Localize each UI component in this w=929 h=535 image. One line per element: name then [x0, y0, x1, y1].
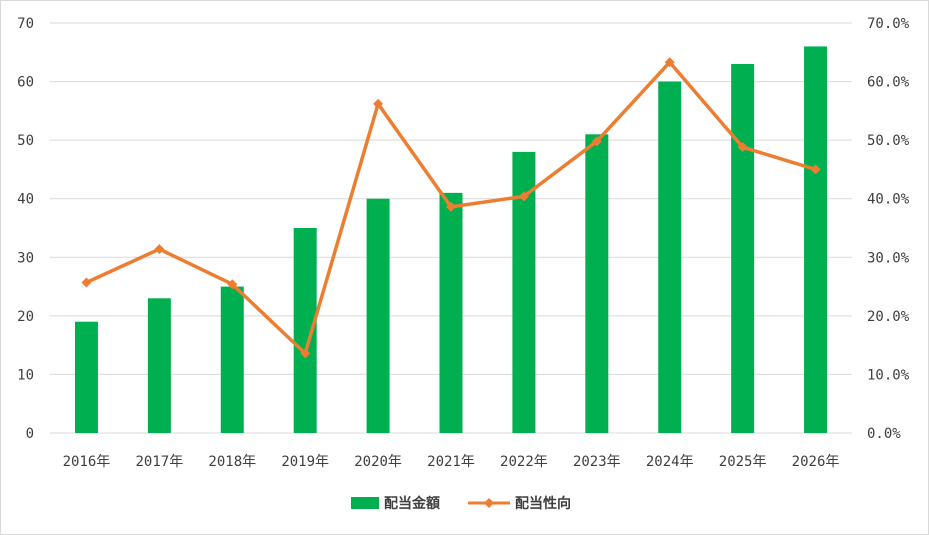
x-tick-label: 2023年 [573, 454, 621, 470]
legend: 配当金額 配当性向 [351, 495, 571, 512]
bar [658, 81, 682, 434]
bar [74, 321, 98, 433]
right-tick-label: 30.0% [867, 250, 910, 266]
right-tick-label: 0.0% [867, 426, 901, 442]
line-point [300, 348, 311, 359]
x-tick-label: 2017年 [136, 454, 184, 470]
right-tick-label: 70.0% [867, 16, 910, 32]
left-tick-label: 10 [17, 367, 34, 383]
legend-line-label: 配当性向 [515, 495, 571, 512]
gridlines [50, 22, 852, 434]
bar [147, 298, 171, 433]
x-tick-label: 2019年 [281, 454, 329, 470]
left-tick-label: 20 [17, 309, 34, 325]
left-tick-label: 50 [17, 133, 34, 149]
left-tick-label: 40 [17, 192, 34, 208]
line-point [810, 164, 821, 175]
left-tick-label: 70 [17, 16, 34, 32]
x-tick-label: 2020年 [354, 454, 402, 470]
line-point [737, 142, 748, 153]
x-axis: 2016年 2017年 2018年 2019年 2020年 2021年 2022年 2023年… [63, 454, 840, 470]
bar [439, 192, 463, 433]
x-tick-label: 2026年 [792, 454, 840, 470]
line-point [227, 279, 238, 290]
bar [366, 198, 390, 433]
bar [731, 64, 755, 433]
right-tick-label: 20.0% [867, 309, 910, 325]
legend-bar-swatch [351, 497, 379, 509]
x-tick-label: 2021年 [427, 454, 475, 470]
line-point [664, 57, 675, 68]
line-point [518, 191, 529, 202]
bar [512, 151, 536, 433]
right-axis: 0.0% 10.0% 20.0% 30.0% 40.0% 50.0% 60.0% 70.0% [867, 16, 910, 442]
left-tick-label: 30 [17, 250, 34, 266]
left-axis: 0 10 20 30 40 50 60 70 [17, 16, 34, 442]
x-tick-label: 2025年 [719, 454, 767, 470]
x-tick-label: 2024年 [646, 454, 694, 470]
line-point [81, 277, 92, 288]
bar [804, 46, 828, 434]
right-tick-label: 40.0% [867, 192, 910, 208]
left-tick-label: 60 [17, 75, 34, 91]
bar [293, 228, 317, 433]
bar [220, 286, 244, 433]
line-point [591, 136, 602, 147]
line-point [446, 201, 456, 212]
right-tick-label: 60.0% [867, 75, 910, 91]
right-tick-label: 10.0% [867, 367, 910, 383]
legend-line-marker [484, 498, 494, 508]
bar-series [74, 46, 828, 434]
line-series [81, 57, 821, 359]
left-tick-label: 0 [26, 426, 34, 442]
x-tick-label: 2016年 [63, 454, 111, 470]
bar [585, 134, 609, 434]
legend-bar-label: 配当金額 [384, 495, 440, 512]
line-point [154, 244, 165, 255]
right-tick-label: 50.0% [867, 133, 910, 149]
x-tick-label: 2022年 [500, 454, 548, 470]
line-point [373, 98, 384, 109]
x-tick-label: 2018年 [208, 454, 256, 470]
